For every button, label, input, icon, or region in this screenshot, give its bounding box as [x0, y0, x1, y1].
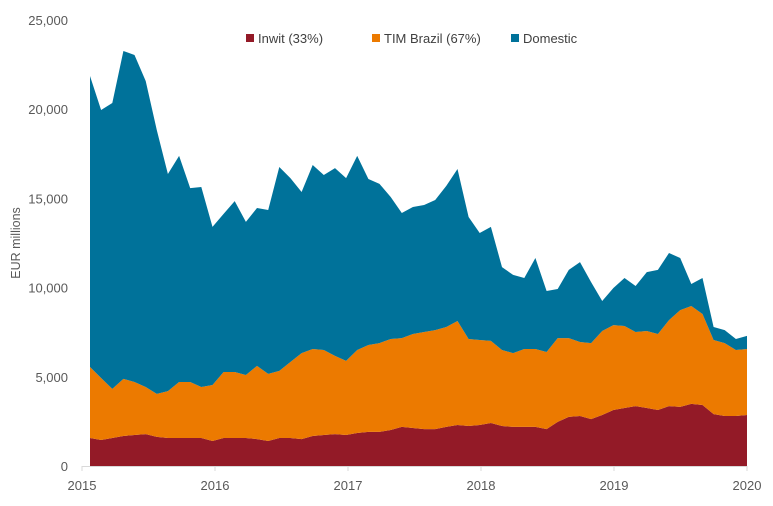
- x-tick-label: 2019: [600, 478, 629, 493]
- legend-label: Domestic: [523, 31, 578, 46]
- legend-swatch: [246, 34, 254, 42]
- y-tick-label: 25,000: [28, 13, 68, 28]
- legend-item-tim-brazil-67: TIM Brazil (67%): [372, 31, 481, 46]
- plot-area: [90, 51, 747, 466]
- y-axis-title: EUR millions: [9, 207, 23, 279]
- axes: 2015 2016 2017 2018 2019 2020 0 5,000 10,000 15,…: [9, 13, 761, 493]
- y-tick-label: 10,000: [28, 281, 68, 296]
- x-tick-label: 2016: [201, 478, 230, 493]
- legend-item-inwit-33: Inwit (33%): [246, 31, 323, 46]
- x-tick-label: 2020: [733, 478, 762, 493]
- x-axis-ticks: 2015 2016 2017 2018 2019 2020: [68, 466, 762, 493]
- x-tick-label: 2018: [467, 478, 496, 493]
- legend-swatch: [511, 34, 519, 42]
- y-tick-label: 15,000: [28, 191, 68, 206]
- y-tick-label: 5,000: [35, 370, 68, 385]
- legend-label: TIM Brazil (67%): [384, 31, 481, 46]
- area-inwit-33: [90, 403, 747, 466]
- y-tick-label: 0: [61, 459, 68, 474]
- legend-swatch: [372, 34, 380, 42]
- legend-item-domestic: Domestic: [511, 31, 578, 46]
- legend-label: Inwit (33%): [258, 31, 323, 46]
- x-tick-label: 2017: [334, 478, 363, 493]
- y-axis-ticks: 0 5,000 10,000 15,000 20,000 25,000: [28, 13, 68, 474]
- y-tick-label: 20,000: [28, 102, 68, 117]
- x-tick-label: 2015: [68, 478, 97, 493]
- area-domestic: [90, 51, 747, 394]
- area-tim-brazil-67: [90, 306, 747, 441]
- legend: Inwit (33%) TIM Brazil (67%) Domestic: [246, 31, 578, 46]
